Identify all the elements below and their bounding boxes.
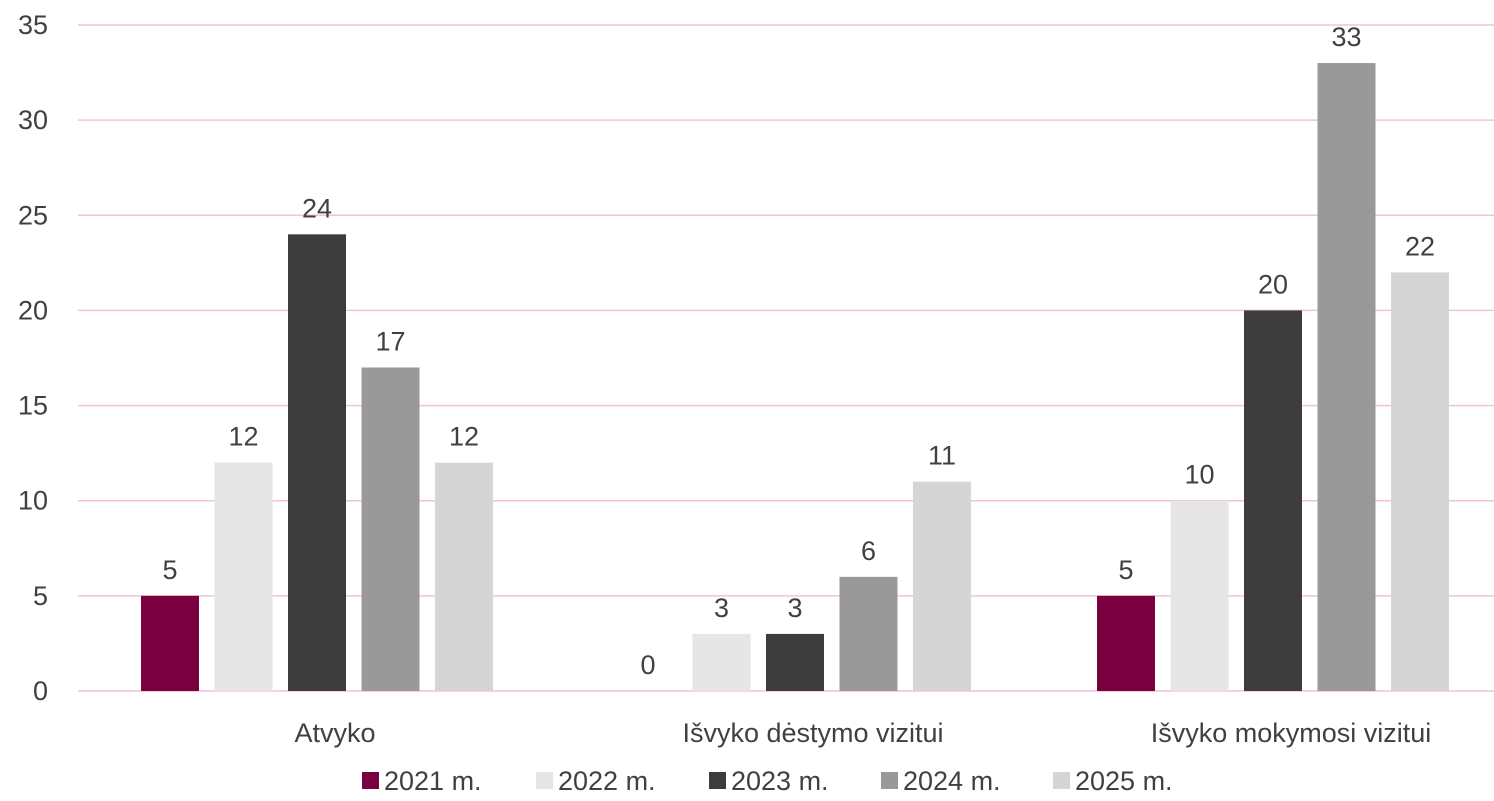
x-category-label: Atvyko bbox=[294, 718, 375, 748]
y-tick-label: 35 bbox=[18, 10, 48, 40]
legend-label: 2022 m. bbox=[558, 766, 656, 796]
data-label: 0 bbox=[640, 650, 655, 680]
data-label: 3 bbox=[714, 593, 729, 623]
data-label: 5 bbox=[162, 555, 177, 585]
legend-swatch bbox=[362, 772, 379, 789]
bar bbox=[361, 367, 420, 691]
bar bbox=[435, 462, 493, 691]
bar bbox=[913, 481, 971, 691]
data-label: 3 bbox=[787, 593, 802, 623]
data-label: 22 bbox=[1405, 231, 1435, 261]
bar bbox=[1317, 63, 1376, 692]
legend-label: 2023 m. bbox=[731, 766, 829, 796]
bar bbox=[839, 576, 898, 691]
legend-swatch bbox=[1053, 772, 1070, 789]
bars bbox=[141, 63, 1449, 692]
x-category-label: Išvyko dėstymo vizitui bbox=[682, 718, 943, 748]
data-label: 20 bbox=[1258, 269, 1288, 299]
data-label: 11 bbox=[928, 441, 956, 471]
data-label: 17 bbox=[375, 327, 405, 357]
data-label: 24 bbox=[302, 193, 332, 223]
x-category-label: Išvyko mokymosi vizitui bbox=[1151, 718, 1432, 748]
legend-swatch bbox=[881, 772, 898, 789]
data-label: 12 bbox=[449, 422, 479, 452]
y-tick-label: 20 bbox=[18, 295, 48, 325]
bar bbox=[1244, 310, 1302, 691]
data-label: 10 bbox=[1184, 460, 1214, 490]
bar bbox=[288, 234, 346, 692]
data-label: 33 bbox=[1331, 22, 1361, 52]
y-tick-label: 10 bbox=[18, 486, 48, 516]
data-label: 6 bbox=[861, 536, 876, 566]
y-tick-label: 25 bbox=[18, 200, 48, 230]
y-tick-label: 30 bbox=[18, 105, 48, 135]
legend-label: 2024 m. bbox=[903, 766, 1001, 796]
bar bbox=[1097, 595, 1155, 691]
bar bbox=[214, 462, 273, 691]
bar bbox=[1170, 500, 1229, 691]
y-axis-ticks: 0 5 10 15 20 25 30 35 bbox=[18, 10, 48, 706]
y-tick-label: 0 bbox=[33, 676, 48, 706]
x-axis-categories: Atvyko Išvyko dėstymo vizitui Išvyko mokym… bbox=[294, 718, 1431, 748]
bar bbox=[692, 633, 751, 691]
legend-swatch bbox=[709, 772, 726, 789]
legend-label: 2021 m. bbox=[384, 766, 482, 796]
y-tick-label: 5 bbox=[33, 581, 48, 611]
bar bbox=[1391, 272, 1449, 691]
legend-swatch bbox=[536, 772, 553, 789]
y-tick-label: 15 bbox=[18, 391, 48, 421]
bar bbox=[141, 595, 199, 691]
legend: 2021 m. 2022 m. 2023 m. 2024 m. 2025 m. bbox=[362, 766, 1173, 796]
data-label: 5 bbox=[1118, 555, 1133, 585]
legend-label: 2025 m. bbox=[1075, 766, 1173, 796]
data-label: 12 bbox=[228, 422, 258, 452]
bar bbox=[766, 633, 824, 691]
